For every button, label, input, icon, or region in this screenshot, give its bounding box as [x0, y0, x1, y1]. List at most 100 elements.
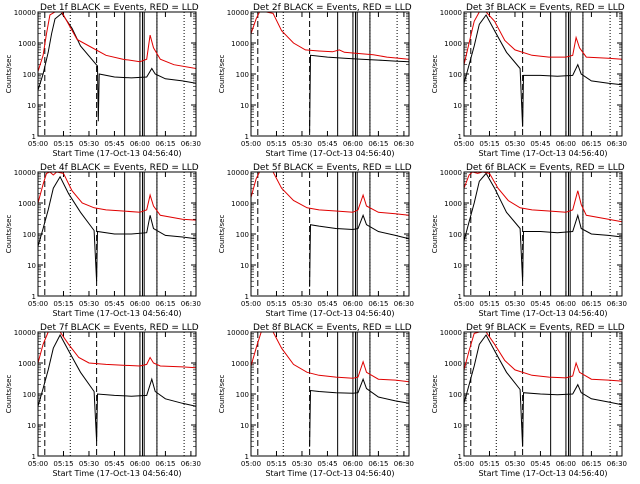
y-tick-label: 10000	[14, 329, 36, 337]
y-tick-label: 10	[240, 262, 249, 270]
x-tick-label: 05:00	[28, 460, 48, 468]
plot-frame	[250, 331, 410, 457]
x-tick-label: 05:00	[454, 140, 474, 148]
x-tick-label: 05:00	[454, 460, 474, 468]
plot-frame	[37, 331, 197, 457]
y-tick-label: 1000	[231, 40, 249, 48]
x-tick-label: 05:30	[505, 300, 525, 308]
panel-title: Det 5f BLACK = Events, RED = LLD	[253, 163, 412, 173]
x-tick-label: 05:00	[454, 300, 474, 308]
series-line-lld	[38, 12, 196, 72]
panel-title: Det 6f BLACK = Events, RED = LLD	[466, 163, 625, 173]
y-axis-label: Counts/sec	[218, 55, 226, 94]
x-tick-label: 06:15	[581, 140, 601, 148]
x-tick-label: 05:30	[79, 140, 99, 148]
x-tick-label: 05:15	[266, 300, 286, 308]
x-tick-label: 06:00	[556, 300, 576, 308]
series-line-lld	[251, 172, 409, 216]
x-tick-label: 06:30	[181, 300, 201, 308]
y-tick-label: 10	[27, 422, 36, 430]
series-line-lld	[251, 332, 409, 383]
detector-panel-1: Det 1f BLACK = Events, RED = LLD Counts/s…	[5, 3, 201, 158]
plot-frame	[463, 331, 623, 457]
x-tick-label: 05:30	[505, 460, 525, 468]
y-tick-label: 1	[458, 293, 462, 301]
detector-panel-4: Det 4f BLACK = Events, RED = LLD Counts/s…	[5, 163, 201, 318]
series-line-events	[38, 333, 196, 442]
y-axis-label: Counts/sec	[5, 375, 13, 414]
y-tick-label: 1	[32, 293, 36, 301]
y-tick-label: 10	[453, 262, 462, 270]
x-tick-label: 05:30	[292, 140, 312, 148]
plot-frame	[250, 171, 410, 297]
panel-title: Det 8f BLACK = Events, RED = LLD	[253, 323, 412, 333]
y-tick-label: 1	[458, 453, 462, 461]
x-tick-label: 05:00	[28, 300, 48, 308]
x-axis-label: Start Time (17-Oct-13 04:56:40)	[265, 309, 394, 318]
y-axis-label: Counts/sec	[5, 215, 13, 254]
x-tick-label: 06:00	[130, 460, 150, 468]
x-tick-label: 05:00	[241, 300, 261, 308]
plot-frame	[37, 11, 197, 137]
x-tick-label: 06:00	[343, 300, 363, 308]
y-tick-label: 1	[32, 133, 36, 141]
x-tick-label: 06:15	[368, 300, 388, 308]
x-tick-label: 05:45	[317, 140, 337, 148]
y-axis-label: Counts/sec	[431, 375, 439, 414]
y-tick-label: 10000	[14, 9, 36, 17]
x-tick-label: 05:00	[28, 140, 48, 148]
x-tick-label: 06:15	[581, 300, 601, 308]
detector-panel-9: Det 9f BLACK = Events, RED = LLD Counts/s…	[431, 323, 627, 478]
x-axis-label: Start Time (17-Oct-13 04:56:40)	[265, 149, 394, 158]
y-tick-label: 10	[27, 262, 36, 270]
y-axis-label: Counts/sec	[218, 375, 226, 414]
y-axis-label: Counts/sec	[5, 55, 13, 94]
x-tick-label: 06:00	[343, 460, 363, 468]
x-tick-label: 05:45	[104, 140, 124, 148]
x-tick-label: 05:30	[79, 460, 99, 468]
x-tick-label: 05:45	[530, 140, 550, 148]
x-axis-label: Start Time (17-Oct-13 04:56:40)	[478, 149, 607, 158]
plot-frame	[37, 171, 197, 297]
x-tick-label: 06:30	[394, 140, 414, 148]
x-tick-label: 06:30	[607, 140, 627, 148]
x-tick-label: 05:15	[266, 140, 286, 148]
x-tick-label: 05:45	[530, 300, 550, 308]
y-tick-label: 10000	[227, 329, 249, 337]
detector-panel-5: Det 5f BLACK = Events, RED = LLD Counts/s…	[218, 163, 414, 318]
x-tick-label: 05:45	[317, 460, 337, 468]
detector-panel-2: Det 2f BLACK = Events, RED = LLD Counts/s…	[218, 3, 414, 158]
x-tick-label: 06:15	[368, 140, 388, 148]
series-line-events	[464, 334, 622, 447]
y-tick-label: 100	[449, 231, 462, 239]
panel-title: Det 1f BLACK = Events, RED = LLD	[40, 3, 199, 13]
x-tick-label: 06:30	[394, 460, 414, 468]
series-line-events	[38, 175, 196, 282]
x-tick-label: 05:45	[104, 460, 124, 468]
x-tick-label: 05:15	[53, 460, 73, 468]
detector-panel-8: Det 8f BLACK = Events, RED = LLD Counts/s…	[218, 323, 414, 478]
x-tick-label: 05:45	[317, 300, 337, 308]
y-tick-label: 1000	[18, 40, 36, 48]
y-tick-label: 10	[453, 102, 462, 110]
y-tick-label: 1000	[18, 200, 36, 208]
series-line-lld	[464, 12, 622, 65]
x-tick-label: 05:45	[104, 300, 124, 308]
x-axis-label: Start Time (17-Oct-13 04:56:40)	[52, 149, 181, 158]
series-line-events	[309, 377, 409, 447]
x-tick-label: 06:30	[181, 140, 201, 148]
x-tick-label: 06:30	[394, 300, 414, 308]
detector-panel-6: Det 6f BLACK = Events, RED = LLD Counts/s…	[431, 163, 627, 318]
x-tick-label: 05:30	[292, 460, 312, 468]
series-line-events	[309, 213, 409, 287]
x-tick-label: 06:15	[155, 460, 175, 468]
series-line-lld	[251, 12, 409, 60]
y-tick-label: 10	[27, 102, 36, 110]
x-tick-label: 06:00	[130, 140, 150, 148]
detector-panel-3: Det 3f BLACK = Events, RED = LLD Counts/s…	[431, 3, 627, 158]
y-tick-label: 1000	[444, 200, 462, 208]
y-tick-label: 10000	[227, 9, 249, 17]
y-tick-label: 10000	[14, 169, 36, 177]
